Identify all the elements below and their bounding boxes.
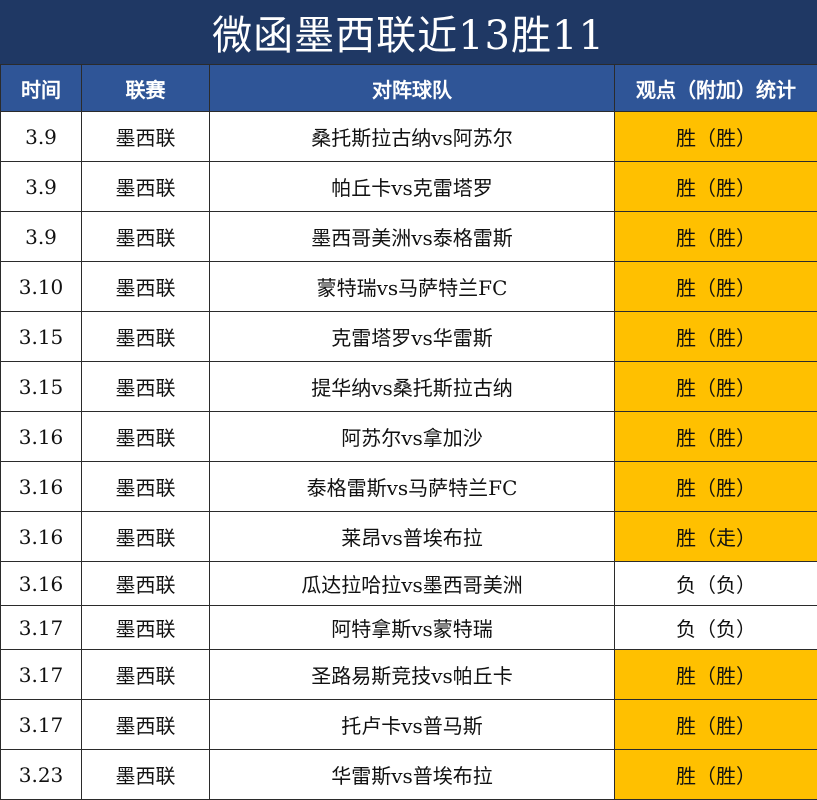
result-cell: 负（负）	[615, 562, 817, 606]
time-cell: 3.17	[1, 606, 82, 650]
league-cell: 墨西联	[82, 362, 210, 412]
match-cell: 托卢卡vs普马斯	[210, 700, 615, 750]
header-league: 联赛	[82, 65, 210, 112]
league-cell: 墨西联	[82, 262, 210, 312]
time-cell: 3.15	[1, 312, 82, 362]
header-time: 时间	[1, 65, 82, 112]
league-cell: 墨西联	[82, 112, 210, 162]
result-cell: 胜（胜）	[615, 412, 817, 462]
match-cell: 泰格雷斯vs马萨特兰FC	[210, 462, 615, 512]
time-cell: 3.9	[1, 212, 82, 262]
header-row: 时间 联赛 对阵球队 观点（附加）统计	[1, 65, 817, 112]
time-cell: 3.15	[1, 362, 82, 412]
result-cell: 胜（胜）	[615, 212, 817, 262]
match-cell: 桑托斯拉古纳vs阿苏尔	[210, 112, 615, 162]
match-cell: 圣路易斯竞技vs帕丘卡	[210, 650, 615, 700]
time-cell: 3.16	[1, 562, 82, 606]
league-cell: 墨西联	[82, 412, 210, 462]
result-cell: 胜（走）	[615, 512, 817, 562]
league-cell: 墨西联	[82, 462, 210, 512]
match-cell: 华雷斯vs普埃布拉	[210, 750, 615, 800]
league-cell: 墨西联	[82, 562, 210, 606]
league-cell: 墨西联	[82, 162, 210, 212]
time-cell: 3.9	[1, 112, 82, 162]
match-cell: 墨西哥美洲vs泰格雷斯	[210, 212, 615, 262]
league-cell: 墨西联	[82, 750, 210, 800]
match-cell: 提华纳vs桑托斯拉古纳	[210, 362, 615, 412]
result-cell: 胜（胜）	[615, 162, 817, 212]
league-cell: 墨西联	[82, 312, 210, 362]
result-cell: 胜（胜）	[615, 462, 817, 512]
result-cell: 胜（胜）	[615, 312, 817, 362]
league-cell: 墨西联	[82, 650, 210, 700]
match-cell: 瓜达拉哈拉vs墨西哥美洲	[210, 562, 615, 606]
match-cell: 莱昂vs普埃布拉	[210, 512, 615, 562]
match-cell: 帕丘卡vs克雷塔罗	[210, 162, 615, 212]
match-cell: 阿特拿斯vs蒙特瑞	[210, 606, 615, 650]
result-cell: 胜（胜）	[615, 262, 817, 312]
result-cell: 胜（胜）	[615, 750, 817, 800]
time-cell: 3.17	[1, 700, 82, 750]
league-cell: 墨西联	[82, 700, 210, 750]
time-cell: 3.9	[1, 162, 82, 212]
result-cell: 胜（胜）	[615, 650, 817, 700]
time-cell: 3.16	[1, 462, 82, 512]
match-cell: 蒙特瑞vs马萨特兰FC	[210, 262, 615, 312]
time-cell: 3.17	[1, 650, 82, 700]
league-cell: 墨西联	[82, 606, 210, 650]
match-cell: 克雷塔罗vs华雷斯	[210, 312, 615, 362]
match-cell: 阿苏尔vs拿加沙	[210, 412, 615, 462]
header-stat: 观点（附加）统计	[615, 65, 817, 112]
header-match: 对阵球队	[210, 65, 615, 112]
time-cell: 3.23	[1, 750, 82, 800]
time-cell: 3.16	[1, 412, 82, 462]
result-cell: 胜（胜）	[615, 112, 817, 162]
result-cell: 胜（胜）	[615, 362, 817, 412]
time-cell: 3.10	[1, 262, 82, 312]
league-cell: 墨西联	[82, 212, 210, 262]
result-cell: 胜（胜）	[615, 700, 817, 750]
time-cell: 3.16	[1, 512, 82, 562]
result-cell: 负（负）	[615, 606, 817, 650]
sheet-title: 微函墨西联近13胜11	[0, 0, 817, 65]
league-cell: 墨西联	[82, 512, 210, 562]
